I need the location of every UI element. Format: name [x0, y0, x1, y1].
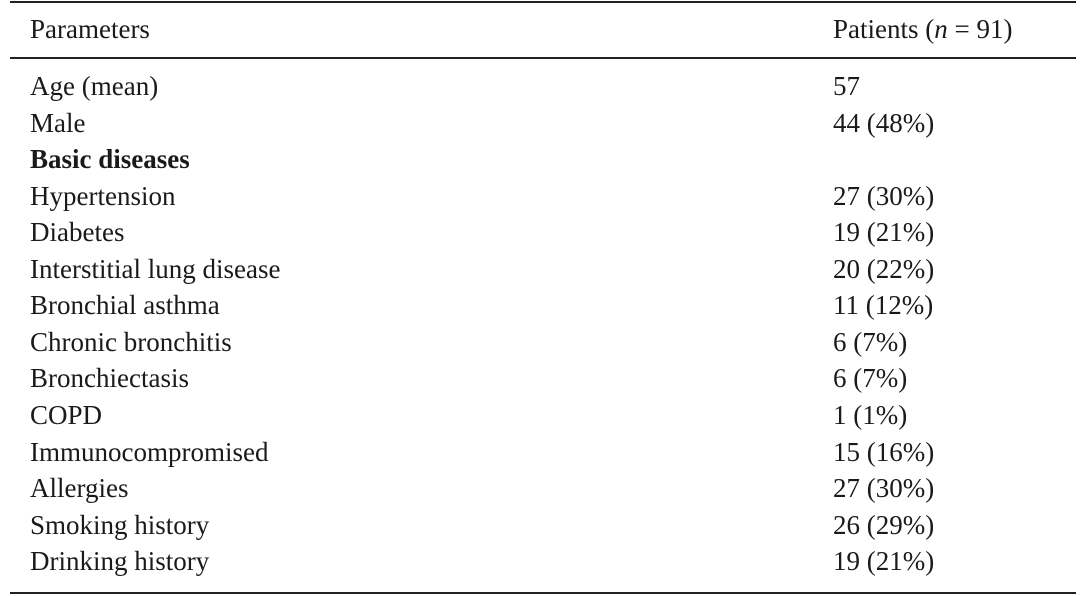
patients-value: 19 (21%)	[833, 546, 935, 577]
patients-value: 44 (48%)	[833, 107, 935, 138]
header-text: Patients (	[833, 14, 935, 44]
patients-value: 27 (30%)	[833, 473, 935, 504]
parameter-label: Diabetes	[30, 217, 125, 248]
bottom-rule	[10, 592, 1076, 594]
parameter-label: COPD	[30, 399, 103, 430]
header-parameters: Parameters	[30, 14, 150, 44]
header-patients: Patients (n = 91)	[833, 14, 1012, 44]
parameter-label: Age (mean)	[30, 71, 159, 101]
parameter-label: Interstitial lung disease	[30, 253, 281, 284]
patients-value: 15 (16%)	[833, 436, 935, 467]
parameter-label: Immunocompromised	[30, 436, 269, 467]
header-text: = 91)	[947, 14, 1013, 44]
parameter-label: Drinking history	[30, 546, 210, 577]
patients-value: 6 (7%)	[833, 363, 908, 394]
patients-value: 6 (7%)	[833, 326, 908, 357]
patients-value: 19 (21%)	[833, 217, 935, 248]
parameter-label: Hypertension	[30, 180, 176, 211]
parameter-label: Allergies	[30, 473, 129, 504]
parameter-label: Chronic bronchitis	[30, 326, 232, 357]
header-variable: n	[934, 14, 948, 44]
patients-value: 11 (12%)	[833, 290, 934, 321]
section-label: Basic diseases	[30, 144, 190, 175]
patients-value: 26 (29%)	[833, 509, 935, 540]
patients-value: 27 (30%)	[833, 180, 935, 211]
parameter-label: Smoking history	[30, 509, 210, 540]
header-rule	[10, 57, 1076, 59]
patients-value: 1 (1%)	[833, 399, 908, 430]
parameter-label: Bronchiectasis	[30, 363, 189, 394]
parameter-label: Bronchial asthma	[30, 290, 220, 321]
top-rule	[10, 1, 1076, 3]
parameter-label: Male	[30, 107, 86, 138]
patients-value: 57	[833, 71, 860, 101]
patients-value: 20 (22%)	[833, 253, 935, 284]
